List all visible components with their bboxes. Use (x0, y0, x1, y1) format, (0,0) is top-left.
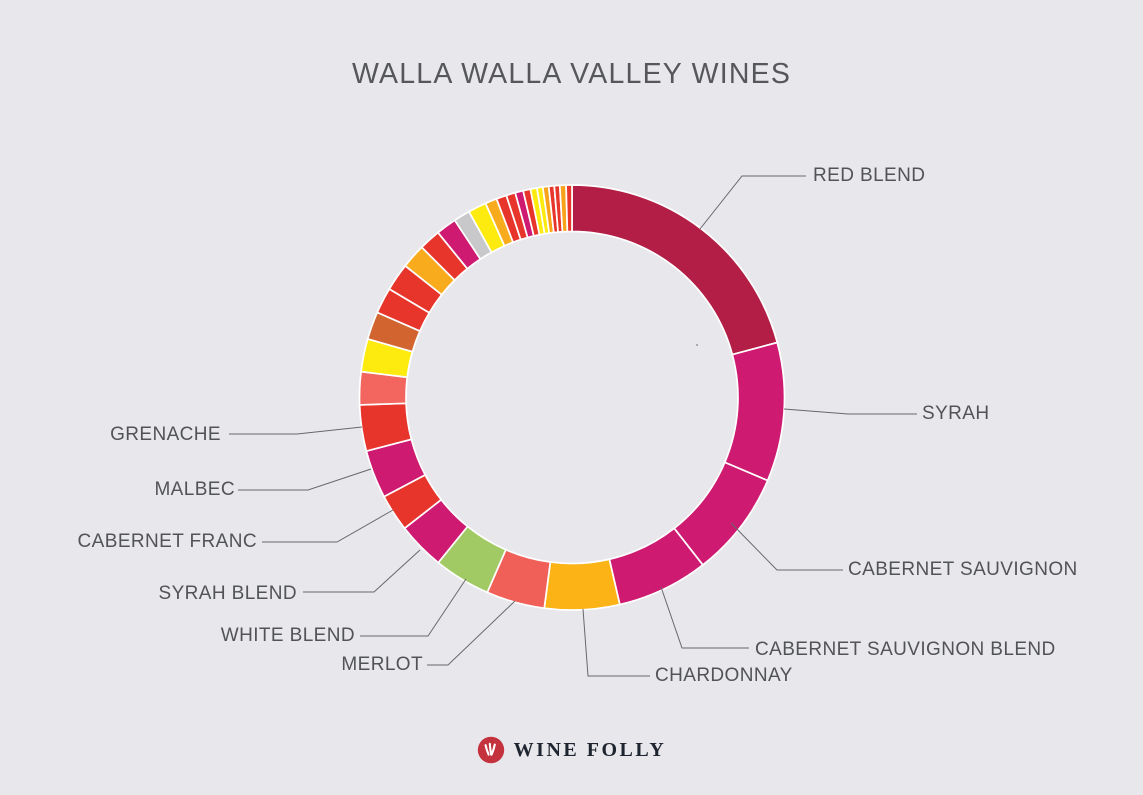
leader-cabernet-sauvignon (730, 522, 843, 571)
label-cabernet-sauvignon-blend: CABERNET SAUVIGNON BLEND (755, 639, 1056, 660)
brand-footer: WINE FOLLY (0, 736, 1143, 764)
donut-segment-small-32 (565, 184, 573, 233)
leader-white-blend (360, 578, 467, 637)
leader-syrah-blend (303, 549, 421, 593)
brand-name: WINE FOLLY (513, 738, 667, 761)
wine-folly-icon (477, 736, 504, 764)
label-cabernet-sauvignon: CABERNET SAUVIGNON (848, 559, 1078, 580)
leader-grenache (229, 426, 363, 435)
donut-segments (358, 184, 786, 611)
label-cabernet-franc: CABERNET FRANC (77, 531, 257, 552)
label-malbec: MALBEC (154, 479, 235, 500)
label-grenache: GRENACHE (110, 424, 221, 445)
leader-cabernet-franc (262, 509, 394, 543)
chart-title: WALLA WALLA VALLEY WINES (351, 58, 792, 90)
leader-red-blend (699, 175, 806, 230)
leader-syrah (783, 408, 917, 415)
leader-cabernet-sauvignon-blend (660, 586, 749, 649)
label-red-blend: RED BLEND (813, 165, 926, 186)
donut-segment-chardonnay (543, 558, 621, 611)
leader-lines (229, 175, 917, 677)
stray-mark (696, 344, 698, 346)
label-merlot: MERLOT (341, 654, 423, 675)
label-chardonnay: CHARDONNAY (655, 665, 793, 686)
leader-merlot (427, 600, 516, 666)
donut-segment-red-blend (571, 184, 779, 356)
label-syrah: SYRAH (922, 403, 990, 424)
leader-chardonnay (582, 608, 650, 677)
leader-malbec (238, 468, 372, 491)
label-syrah-blend: SYRAH BLEND (158, 583, 297, 604)
label-white-blend: WHITE BLEND (220, 625, 355, 646)
donut-segment-syrah (723, 341, 786, 482)
